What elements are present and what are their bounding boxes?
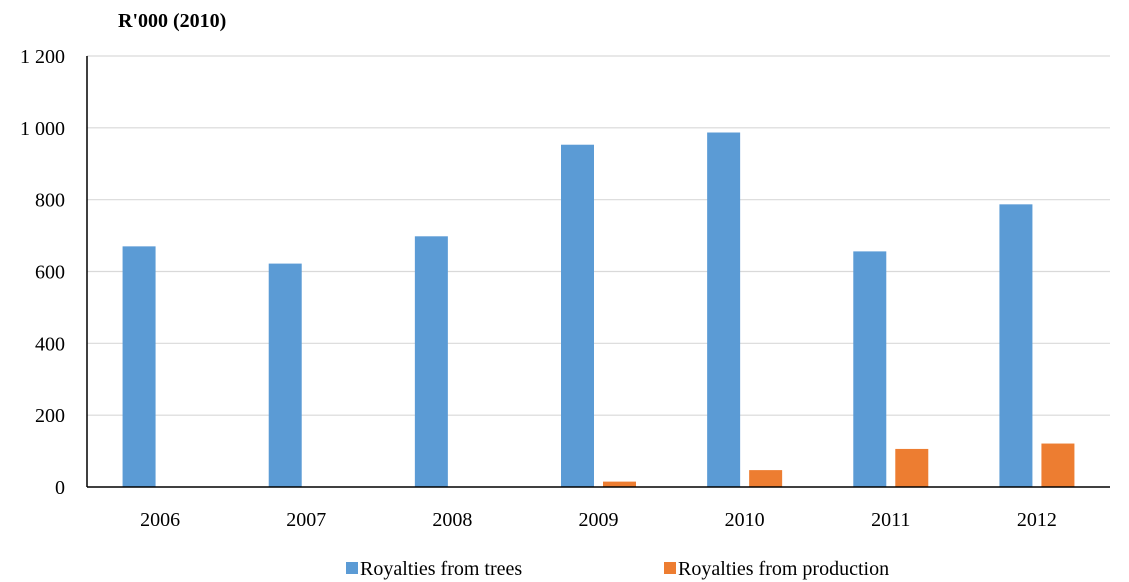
bar-trees-2006 bbox=[122, 246, 156, 487]
y-tick-label: 400 bbox=[35, 333, 65, 355]
y-tick-label: 0 bbox=[55, 477, 65, 499]
bars bbox=[122, 132, 1075, 488]
y-tick-label: 1 200 bbox=[20, 46, 65, 68]
x-tick-label: 2012 bbox=[1017, 509, 1057, 531]
legend-label: Royalties from production bbox=[678, 558, 889, 580]
bar-production-2011 bbox=[895, 448, 929, 487]
y-axis-label: R'000 (2010) bbox=[118, 10, 226, 32]
x-tick-label: 2008 bbox=[432, 509, 472, 531]
legend: Royalties from trees Royalties from produ… bbox=[346, 558, 889, 580]
x-tick-labels: 2006 2007 2008 2009 2010 2011 2012 bbox=[140, 509, 1057, 531]
y-tick-label: 1 000 bbox=[20, 118, 65, 140]
x-tick-label: 2009 bbox=[579, 509, 619, 531]
y-tick-labels: 0 200 400 600 800 1 000 1 200 bbox=[20, 46, 65, 499]
y-tick-label: 600 bbox=[35, 262, 65, 284]
y-tick-label: 200 bbox=[35, 405, 65, 427]
legend-swatch bbox=[664, 562, 676, 574]
x-tick-label: 2011 bbox=[871, 509, 910, 531]
bar-production-2010 bbox=[749, 470, 783, 487]
x-tick-label: 2010 bbox=[725, 509, 765, 531]
legend-label: Royalties from trees bbox=[360, 558, 522, 580]
bar-production-2012 bbox=[1041, 443, 1075, 487]
legend-swatch bbox=[346, 562, 358, 574]
bar-trees-2010 bbox=[707, 132, 741, 487]
x-tick-label: 2006 bbox=[140, 509, 180, 531]
bar-trees-2009 bbox=[561, 144, 594, 487]
bar-trees-2008 bbox=[414, 236, 448, 487]
bar-production-2009 bbox=[603, 481, 636, 487]
bar-trees-2011 bbox=[853, 251, 887, 487]
x-tick-label: 2007 bbox=[286, 509, 326, 531]
legend-item-trees: Royalties from trees bbox=[346, 558, 522, 580]
bar-trees-2012 bbox=[999, 204, 1033, 488]
gridlines bbox=[87, 55, 1110, 416]
bar-trees-2007 bbox=[268, 263, 302, 487]
legend-item-production: Royalties from production bbox=[664, 558, 889, 580]
y-tick-label: 800 bbox=[35, 190, 65, 212]
